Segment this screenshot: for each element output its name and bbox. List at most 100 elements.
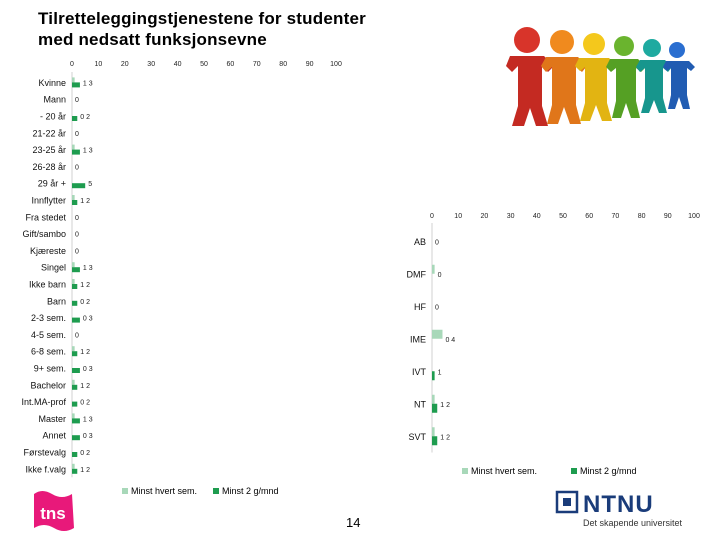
category-label: AB [414, 237, 426, 247]
data-value-label: 0 2 [80, 400, 90, 407]
data-value-label: 0 [75, 97, 79, 104]
data-value-label: 0 [75, 332, 79, 339]
colorful-figures-photo [482, 22, 702, 154]
category-label: Barn [47, 296, 66, 306]
bar-series2 [72, 401, 78, 407]
x-tick-label: 70 [253, 61, 261, 68]
x-tick-label: 50 [559, 213, 567, 220]
x-tick-label: 20 [121, 61, 129, 68]
bar-series1 [432, 264, 435, 274]
category-label: Gift/sambo [22, 229, 66, 239]
data-value-label: 0 3 [83, 366, 93, 373]
category-label: 21-22 år [32, 128, 66, 138]
data-value-label: 0 [435, 304, 439, 311]
legend-label-series2: Minst 2 g/mnd [222, 486, 279, 496]
data-value-label: 0 2 [80, 450, 90, 457]
category-label: 23-25 år [32, 145, 66, 155]
bar-series2 [432, 371, 435, 381]
tns-logo-text: tns [40, 504, 66, 523]
category-label: 29 år + [38, 179, 66, 189]
figure-orange [541, 30, 587, 124]
x-tick-label: 70 [612, 213, 620, 220]
category-label: 4-5 sem. [31, 330, 66, 340]
data-value-label: 1 3 [83, 265, 93, 272]
category-label: Kjæreste [30, 246, 66, 256]
x-tick-label: 30 [507, 213, 515, 220]
bar-series2 [72, 284, 78, 289]
legend-item-series2: Minst 2 g/mnd [213, 486, 279, 496]
bar-series2 [72, 384, 78, 390]
data-value-label: 1 2 [80, 282, 90, 289]
data-value-label: 0 [75, 131, 79, 138]
category-label: Fra stedet [25, 212, 66, 222]
bar-series1 [72, 413, 75, 419]
category-label: IVT [412, 367, 427, 377]
chart-faculty: 0 10 20 30 40 50 60 70 80 90 100 AB 0 DMF 0 HF 0 IME 0 4 IV… [407, 213, 700, 453]
data-value-label: 1 2 [80, 349, 90, 356]
x-tick-label: 100 [688, 213, 700, 220]
category-label: 6-8 sem. [31, 347, 66, 357]
category-label: DMF [407, 269, 427, 279]
bar-series2 [72, 435, 80, 441]
ntnu-logo-name: NTNU [583, 491, 654, 518]
data-value-label: 0 [75, 248, 79, 255]
legend-item-series1: Minst hvert sem. [462, 466, 537, 476]
legend-chart-demographics: Minst hvert sem. Minst 2 g/mnd [122, 486, 279, 496]
x-tick-label: 10 [454, 213, 462, 220]
data-value-label: 1 2 [80, 467, 90, 474]
x-tick-label: 40 [174, 61, 182, 68]
x-tick-label: 50 [200, 61, 208, 68]
data-value-label: 0 3 [83, 433, 93, 440]
bar-series2 [72, 149, 80, 155]
legend-item-series2: Minst 2 g/mnd [571, 466, 637, 476]
category-label: Ikke barn [29, 280, 66, 290]
figure-red [506, 27, 554, 126]
category-label: Master [38, 414, 66, 424]
bar-series2 [72, 368, 80, 373]
data-value-label: 0 3 [83, 316, 93, 323]
data-value-label: 1 3 [83, 80, 93, 87]
bar-series2 [72, 82, 80, 88]
legend-label-series1: Minst hvert sem. [471, 466, 538, 476]
bar-series2 [432, 403, 438, 413]
category-label: Int.MA-prof [21, 397, 66, 407]
category-label: - 20 år [40, 112, 66, 122]
data-value-label: 0 [75, 215, 79, 222]
data-value-label: 1 [438, 369, 442, 376]
legend-swatch-series1 [462, 468, 468, 474]
bar-series2 [72, 452, 78, 457]
x-tick-label: 90 [664, 213, 672, 220]
data-value-label: 1 2 [80, 198, 90, 205]
bar-series1 [72, 346, 75, 352]
data-value-label: 0 [75, 232, 79, 239]
x-tick-label: 40 [533, 213, 541, 220]
x-tick-label: 0 [70, 61, 74, 68]
data-value-label: 5 [88, 181, 92, 188]
x-tick-label: 20 [481, 213, 489, 220]
category-label: Singel [41, 263, 66, 273]
data-value-label: 0 [438, 272, 442, 279]
bar-series1 [72, 195, 75, 200]
legend-label-series2: Minst 2 g/mnd [580, 466, 637, 476]
bar-series1 [432, 427, 435, 437]
bar-series2 [72, 267, 80, 273]
legend-swatch-series1 [122, 488, 128, 494]
bar-series1 [72, 463, 75, 469]
bar-series2 [72, 116, 78, 121]
bar-series1 [432, 329, 443, 339]
legend-swatch-series2 [571, 468, 578, 474]
x-tick-label: 80 [638, 213, 646, 220]
category-label: Mann [43, 95, 66, 105]
category-label: Kvinne [38, 78, 66, 88]
category-label: 9+ sem. [34, 364, 66, 374]
bar-series2 [72, 468, 78, 474]
data-value-label: 1 2 [440, 402, 450, 409]
data-value-label: 0 2 [80, 114, 90, 121]
slide-title: Tilretteleggingstjenestene for studenter… [38, 9, 366, 49]
bar-series2 [72, 317, 80, 323]
legend-swatch-series2 [213, 488, 220, 494]
data-value-label: 0 [435, 239, 439, 246]
x-tick-label: 10 [95, 61, 103, 68]
x-tick-label: 0 [430, 213, 434, 220]
